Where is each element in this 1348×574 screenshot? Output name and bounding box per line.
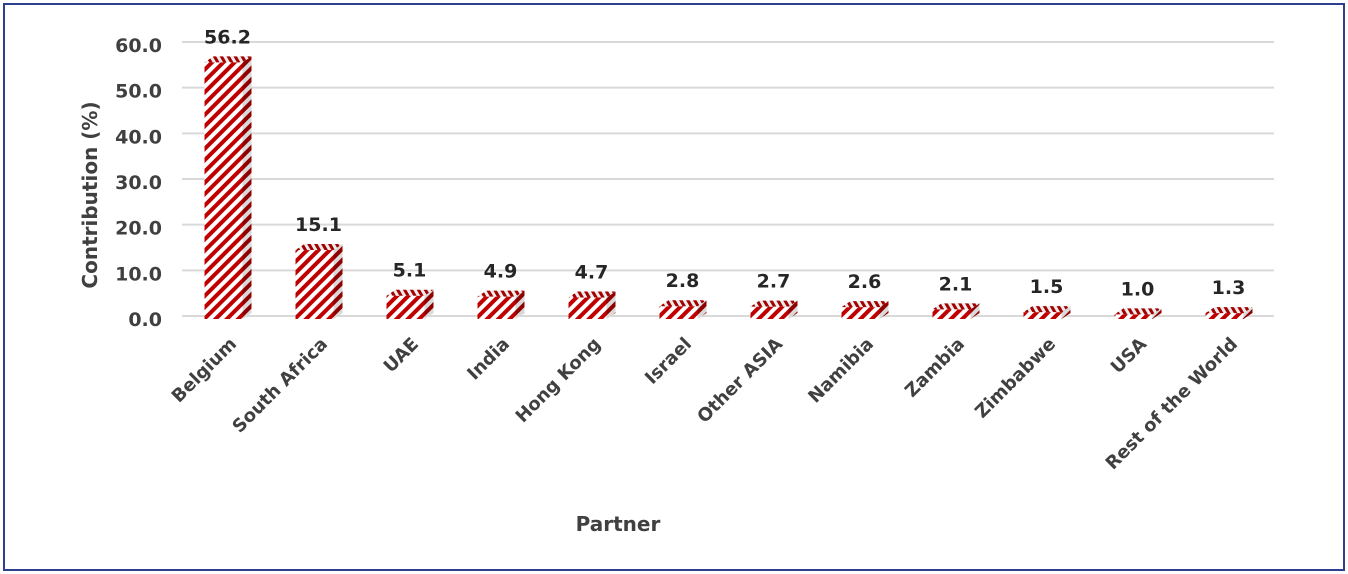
bar-front [386,295,425,319]
bar-side [879,301,889,319]
y-tick-label: 0.0 [128,309,162,331]
bar-front [1114,314,1153,319]
bar-israel [659,300,707,319]
bar-top [386,289,434,296]
x-tick-label: Israel [641,334,696,389]
bar-side [1061,306,1071,319]
y-tick-label: 50.0 [115,81,162,103]
bar-side [1243,307,1253,319]
gridlines [182,41,1274,317]
bar-front [659,306,698,319]
bar-side [970,303,980,319]
y-tick-label: 30.0 [115,172,162,194]
y-axis-title: Contribution (%) [78,101,102,288]
bar-top [295,244,343,251]
x-tick-label: Zimbabwe [971,334,1060,423]
x-tick-label: South Africa [228,334,332,438]
bar-top [750,300,798,307]
data-labels: 56.2 15.1 5.1 4.9 4.7 2.8 2.7 2.6 2.1 1.5 1.0 1.3 [204,26,1245,300]
bar-top [841,301,889,308]
bar-top [1114,308,1162,315]
bar-side [333,244,343,319]
x-tick-label: India [463,334,514,385]
bar-top [1023,306,1071,313]
bar-front [932,309,971,319]
bar-zambia [932,303,980,319]
data-label: 5.1 [393,260,427,282]
x-axis-title: Partner [576,512,661,536]
data-label: 2.7 [757,271,791,293]
bar-belgium [204,56,252,319]
data-label: 15.1 [295,214,342,236]
bar-front [841,307,880,319]
data-label: 2.6 [848,271,882,293]
bar-front [1205,313,1244,319]
bar-south-africa [295,244,343,319]
bar-front [568,297,607,319]
x-tick-label: Belgium [168,334,241,407]
data-label: 2.8 [666,270,700,292]
y-tick-label: 20.0 [115,218,162,240]
bar-front [477,296,516,319]
bar-front [204,62,243,319]
bar-usa [1114,308,1162,319]
bar-side [606,291,616,319]
x-tick-label: Hong Kong [512,334,605,427]
bar-side [697,300,707,319]
bar-side [515,290,525,319]
bar-namibia [841,301,889,319]
bar-zimbabwe [1023,306,1071,319]
bar-hong-kong [568,291,616,319]
data-label: 1.3 [1212,277,1246,299]
y-axis-ticks: 0.0 10.0 20.0 30.0 40.0 50.0 60.0 [115,35,162,331]
bar-rest-of-the-world [1205,307,1253,319]
x-tick-label: Zambia [901,334,969,402]
x-tick-label: Other ASIA [693,334,787,428]
bar-top [932,303,980,310]
bar-india [477,290,525,319]
data-label: 2.1 [939,273,973,295]
bar-side [788,300,798,319]
bar-front [295,250,334,319]
bar-side [1152,308,1162,319]
y-tick-label: 40.0 [115,126,162,148]
bar-other-asia [750,300,798,319]
bar-front [1023,312,1062,319]
data-label: 1.5 [1030,276,1064,298]
bar-top [477,290,525,297]
x-tick-label: USA [1107,334,1151,378]
bar-top [568,291,616,298]
y-tick-label: 60.0 [115,35,162,57]
y-tick-label: 10.0 [115,263,162,285]
bar-top [1205,307,1253,314]
bar-front [750,306,789,319]
x-tick-label: UAE [380,334,423,377]
bar-side [242,56,252,319]
bar-top [659,300,707,307]
bar-side [424,289,434,319]
bars [204,56,1253,319]
x-tick-label: Namibia [804,334,878,408]
data-label: 4.7 [575,262,609,284]
data-label: 56.2 [204,26,251,48]
bar-top [204,56,252,63]
data-label: 4.9 [484,261,518,283]
bar-uae [386,289,434,319]
data-label: 1.0 [1121,278,1155,300]
